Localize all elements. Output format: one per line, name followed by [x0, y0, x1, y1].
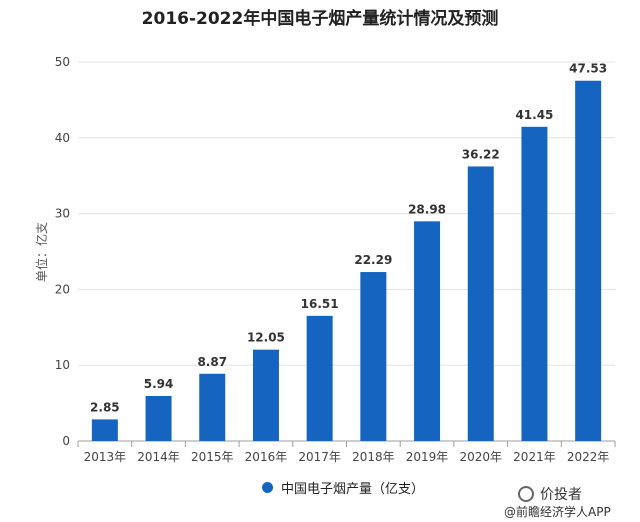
x-tick-label: 2022年 — [567, 450, 610, 464]
y-tick-label: 0 — [62, 434, 70, 448]
legend-marker — [262, 482, 273, 493]
bar — [414, 221, 441, 441]
x-tick-label: 2017年 — [298, 450, 341, 464]
y-tick-label: 40 — [55, 131, 70, 145]
y-axis-label: 单位：亿支 — [34, 222, 49, 282]
bar-value-label: 5.94 — [144, 377, 174, 391]
bar-value-label: 12.05 — [247, 331, 285, 345]
bar — [360, 272, 387, 441]
bar-value-label: 47.53 — [569, 62, 607, 76]
y-tick-label: 10 — [55, 358, 70, 372]
x-tick-label: 2018年 — [352, 450, 395, 464]
legend: 中国电子烟产量（亿支） — [262, 478, 424, 497]
bar-value-label: 36.22 — [462, 147, 500, 161]
bar — [199, 373, 226, 441]
x-tick-label: 2020年 — [459, 450, 502, 464]
watermark-name: 价投者 — [540, 487, 582, 503]
source-watermark: 价投者 — [518, 484, 582, 504]
chart-title: 2016-2022年中国电子烟产量统计情况及预测 — [141, 9, 499, 29]
bar-value-label: 28.98 — [408, 202, 446, 216]
bar — [252, 349, 279, 441]
x-tick-label: 2015年 — [191, 450, 234, 464]
bar — [91, 419, 118, 441]
bar — [306, 315, 333, 441]
x-tick-label: 2021年 — [513, 450, 556, 464]
source-credit: @前瞻经济学人APP — [504, 505, 611, 519]
bar — [467, 166, 494, 441]
bar-value-label: 2.85 — [90, 400, 120, 414]
legend-label: 中国电子烟产量（亿支） — [281, 482, 425, 497]
x-tick-label: 2016年 — [245, 450, 288, 464]
bar — [521, 126, 548, 442]
bar — [145, 395, 172, 441]
bar — [575, 80, 602, 442]
y-tick-label: 30 — [55, 207, 70, 221]
bar-value-label: 41.45 — [515, 108, 553, 122]
y-tick-label: 20 — [55, 282, 70, 296]
x-tick-label: 2013年 — [84, 450, 127, 464]
bar-value-label: 8.87 — [197, 355, 227, 369]
bar-value-label: 16.51 — [301, 297, 339, 311]
wechat-icon — [518, 486, 534, 502]
x-tick-label: 2019年 — [406, 450, 449, 464]
x-tick-label: 2014年 — [137, 450, 180, 464]
y-tick-label: 50 — [55, 55, 70, 69]
bar-value-label: 22.29 — [354, 253, 392, 267]
